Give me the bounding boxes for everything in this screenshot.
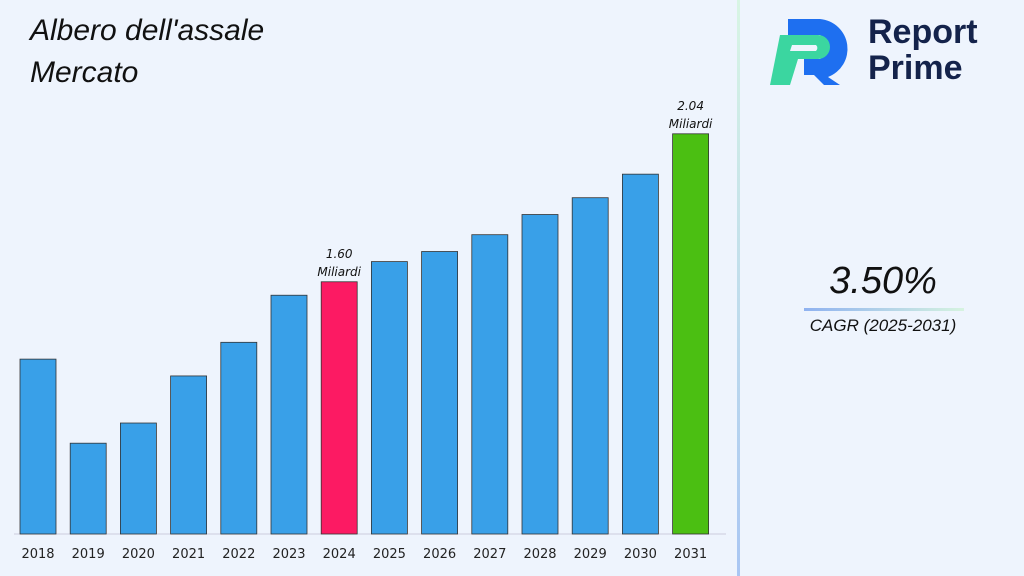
- chart-title: Albero dell'assale Mercato: [30, 10, 264, 94]
- data-label-value: 2.04: [677, 99, 704, 113]
- bar-2031: [672, 133, 709, 535]
- bar-chart: 2018 2019 2020 2021 2022 2023 2024 1.60 Miliardi…: [14, 99, 726, 562]
- divider: [737, 0, 740, 576]
- logo-icon: [770, 19, 848, 85]
- x-tick-label: 2028: [523, 547, 556, 562]
- x-tick-label: 2021: [172, 547, 205, 562]
- logo-text-report: Report: [868, 13, 978, 51]
- bar-2024: [320, 281, 358, 535]
- x-tick-label: 2024: [323, 547, 356, 562]
- bar-2020: [120, 422, 157, 535]
- x-tick-label: 2030: [624, 547, 657, 562]
- x-tick-label: 2022: [222, 547, 255, 562]
- data-label-value: 1.60: [326, 247, 353, 261]
- x-tick-label: 2029: [574, 547, 607, 562]
- title-line-1: Albero dell'assale: [30, 14, 265, 47]
- x-tick-label: 2031: [674, 547, 707, 562]
- bar-2026: [421, 251, 459, 535]
- bar-2029: [571, 197, 609, 535]
- bar-2019: [69, 442, 107, 535]
- x-tick-label: 2026: [423, 547, 456, 562]
- title-line-2: Mercato: [30, 56, 139, 89]
- cagr-value: 3.50%: [829, 260, 937, 302]
- x-tick-label: 2025: [373, 547, 406, 562]
- logo-text-prime: Prime: [868, 49, 963, 87]
- data-label-unit: Miliardi: [669, 117, 713, 131]
- x-tick-label: 2023: [272, 547, 305, 562]
- report-prime-logo: Report Prime: [768, 14, 978, 86]
- cagr-label: CAGR (2025-2031): [809, 316, 957, 335]
- bar-2030: [622, 173, 659, 535]
- bar-2025: [370, 261, 408, 535]
- bar-2018: [19, 358, 57, 535]
- x-tick-label: 2027: [473, 547, 506, 562]
- bar-2022: [220, 341, 258, 535]
- data-label-unit: Miliardi: [317, 265, 361, 279]
- bar-2027: [471, 234, 509, 535]
- bar-2028: [521, 214, 559, 535]
- bar-2021: [170, 375, 208, 535]
- x-tick-label: 2018: [21, 547, 54, 562]
- bar-2023: [270, 294, 308, 535]
- cagr-underline: [804, 308, 964, 311]
- x-tick-label: 2019: [72, 547, 105, 562]
- x-tick-label: 2020: [122, 547, 155, 562]
